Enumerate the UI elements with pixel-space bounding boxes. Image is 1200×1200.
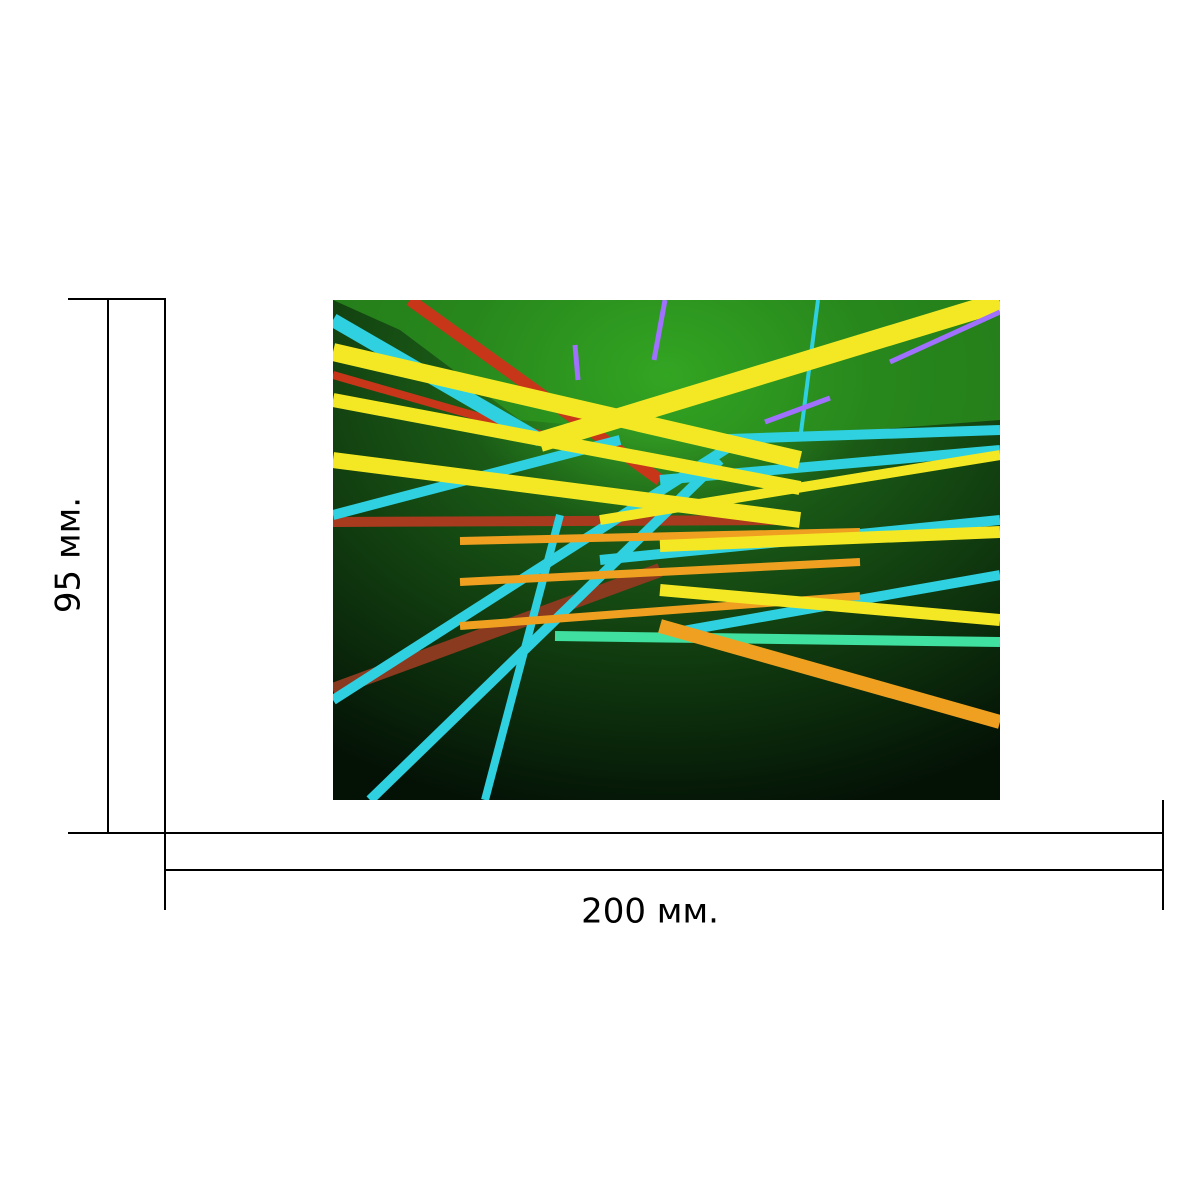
photo (333, 300, 1000, 800)
height-label: 95 мм. (49, 497, 89, 613)
width-label: 200 мм. (581, 892, 719, 932)
width-dimension: 200 мм. (164, 800, 1164, 932)
height-dimension: 95 мм. (49, 298, 166, 834)
